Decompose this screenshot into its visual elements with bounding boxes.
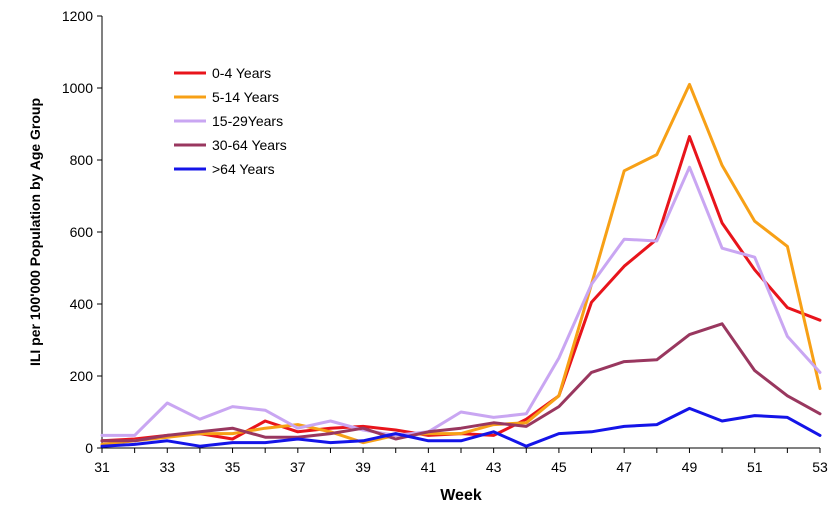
series-lines	[100, 82, 822, 448]
legend-label-2: 5-14 Years	[212, 89, 279, 105]
legend-label-1: 0-4 Years	[212, 65, 271, 81]
x-axis-title: Week	[440, 487, 482, 504]
x-tick-label: 41	[421, 459, 437, 475]
series-line-5	[100, 406, 822, 448]
x-tick-label: 35	[225, 459, 241, 475]
series-line-2	[100, 82, 822, 446]
x-tick-label: 33	[159, 459, 175, 475]
series-line-1	[100, 135, 822, 443]
y-axis-ticks: 0 200 400 600 800 1000 1200	[62, 8, 102, 456]
y-axis-title: ILI per 100'000 Population by Age Group	[27, 98, 43, 366]
legend-label-4: 30-64 Years	[212, 137, 287, 153]
y-tick-label: 400	[70, 296, 94, 312]
chart-axes	[101, 16, 820, 449]
x-tick-label: 43	[486, 459, 502, 475]
x-tick-label: 31	[94, 459, 110, 475]
legend: 0-4 Years 5-14 Years 15-29Years 30-64 Years…	[174, 65, 287, 177]
x-axis-ticks: 31 33 35 37 39 41 43 45 47 49 51 53	[94, 448, 828, 475]
y-tick-label: 600	[70, 224, 94, 240]
y-tick-label: 800	[70, 152, 94, 168]
y-tick-label: 1000	[62, 80, 93, 96]
y-tick-label: 0	[85, 440, 93, 456]
legend-label-5: >64 Years	[212, 161, 275, 177]
x-tick-label: 47	[616, 459, 632, 475]
x-tick-label: 37	[290, 459, 306, 475]
legend-label-3: 15-29Years	[212, 113, 283, 129]
y-tick-label: 1200	[62, 8, 93, 24]
x-tick-label: 53	[812, 459, 828, 475]
series-line-4	[100, 322, 822, 443]
y-tick-label: 200	[70, 368, 94, 384]
series-line-3	[100, 165, 822, 437]
x-tick-label: 45	[551, 459, 567, 475]
x-tick-label: 51	[747, 459, 763, 475]
x-tick-label: 49	[682, 459, 698, 475]
x-tick-label: 39	[355, 459, 371, 475]
